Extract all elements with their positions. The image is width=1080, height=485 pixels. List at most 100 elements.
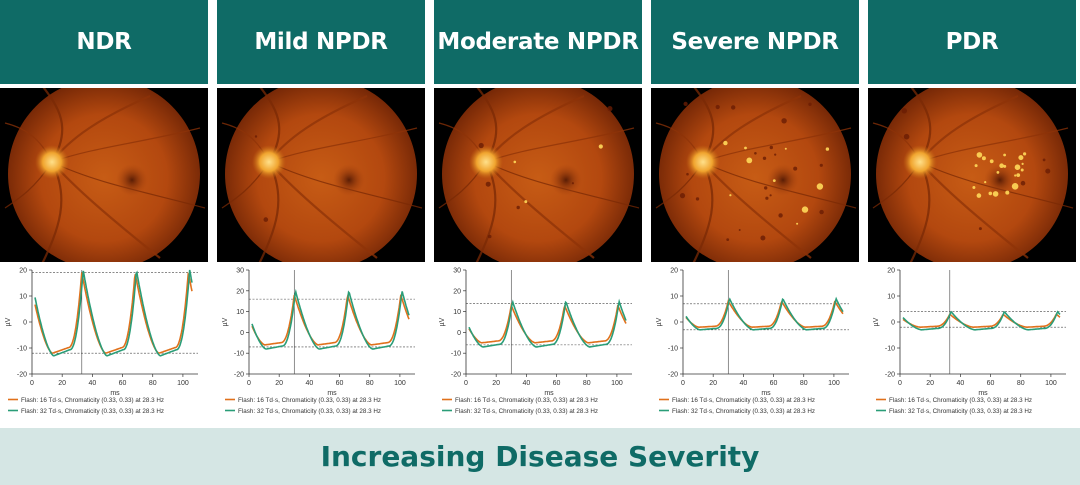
exudate: [729, 194, 732, 197]
hemorrhage: [715, 104, 720, 110]
exudate: [1003, 153, 1006, 157]
hemorrhage: [1042, 158, 1046, 162]
x-tick-label: 80: [1017, 380, 1025, 387]
exudate: [784, 147, 787, 150]
fundus-image: [4, 88, 206, 262]
panel-ndr: NDR -20 -10 0 10 20 0 20 40 60 80 100 µV ms Flash: 16…: [0, 0, 208, 426]
legend-label: Flash: 32 Td·s, Chromaticity (0.33, 0.33…: [672, 408, 815, 415]
hemorrhage: [726, 238, 730, 242]
legend-label: Flash: 32 Td·s, Chromaticity (0.33, 0.33…: [889, 408, 1032, 415]
erg-chart: -20 -10 0 10 20 0 20 40 60 80 100 µV ms Flash: 16 Td·…: [651, 262, 859, 426]
y-tick-label: 0: [240, 330, 244, 337]
exudate: [976, 193, 982, 198]
x-tick-label: 80: [366, 380, 374, 387]
erg-chart: -20 -10 0 10 20 30 0 20 40 60 80 100 µV ms Flash: 16 T…: [434, 262, 642, 426]
y-tick-label: 10: [887, 294, 895, 301]
fundus-photo: [651, 88, 859, 262]
exudate: [772, 179, 776, 182]
hemorrhage: [686, 172, 689, 176]
exudate: [1014, 164, 1021, 170]
exudate: [976, 152, 983, 158]
series-line-2: [251, 288, 410, 350]
erg-chart: -20 -10 0 10 20 0 20 40 60 80 100 µV ms Flash: 16 Td·…: [868, 262, 1076, 426]
exudate: [1016, 173, 1021, 177]
hemorrhage: [683, 101, 688, 106]
exudate: [598, 144, 603, 149]
x-tick-label: 40: [739, 380, 747, 387]
hemorrhage: [254, 135, 258, 138]
hemorrhage: [903, 133, 910, 140]
y-axis-label: µV: [222, 317, 229, 326]
y-tick-label: -10: [451, 351, 461, 358]
x-tick-label: 0: [681, 380, 685, 387]
hemorrhage: [781, 118, 787, 124]
exudate: [801, 206, 809, 213]
exudate: [989, 159, 994, 164]
y-tick-label: 30: [236, 268, 244, 275]
y-tick-label: -20: [885, 372, 895, 379]
retina: [225, 88, 417, 262]
x-tick-label: 0: [464, 380, 468, 387]
y-tick-label: 0: [674, 320, 678, 327]
panel-severe-npdr: Severe NPDR -20 -10 0 10 20 0 20 40 60 80 100 µV ms F…: [651, 0, 859, 426]
exudate: [1018, 155, 1024, 161]
exudate: [992, 191, 999, 197]
exudate: [1011, 183, 1019, 190]
x-tick-label: 40: [88, 380, 96, 387]
hemorrhage: [764, 186, 768, 190]
legend-label: Flash: 16 Td·s, Chromaticity (0.33, 0.33…: [672, 397, 815, 404]
legend-label: Flash: 32 Td·s, Chromaticity (0.33, 0.33…: [238, 408, 381, 415]
hemorrhage: [978, 227, 982, 231]
exudate: [996, 171, 1000, 174]
y-tick-label: -20: [451, 372, 461, 379]
hemorrhage: [695, 197, 700, 201]
hemorrhage: [762, 156, 767, 160]
macula: [550, 164, 582, 196]
y-tick-label: -20: [17, 372, 27, 379]
x-tick-label: 100: [394, 380, 406, 387]
optic-disc: [686, 145, 720, 179]
exudate: [513, 160, 517, 164]
macula: [116, 164, 148, 196]
x-axis-label: ms: [761, 390, 771, 397]
y-tick-label: 10: [670, 294, 678, 301]
fundus-image: [872, 88, 1074, 262]
hemorrhage: [1045, 168, 1051, 174]
severity-footer: Increasing Disease Severity: [0, 428, 1080, 485]
x-tick-label: 0: [898, 380, 902, 387]
exudate: [825, 147, 830, 151]
series-line-1: [34, 271, 193, 355]
exudate: [1023, 152, 1027, 156]
hemorrhage: [478, 142, 484, 149]
hemorrhage: [571, 182, 574, 185]
panel-title: Mild NPDR: [217, 0, 425, 84]
y-tick-label: -10: [234, 351, 244, 358]
x-axis-label: ms: [978, 390, 988, 397]
exudate: [744, 146, 747, 150]
hemorrhage: [516, 205, 520, 210]
hemorrhage: [1020, 180, 1026, 186]
optic-disc: [903, 145, 937, 179]
exudate: [816, 183, 824, 190]
x-tick-label: 20: [492, 380, 500, 387]
fundus-photo: [868, 88, 1076, 262]
macula: [984, 164, 1016, 196]
fundus-image: [221, 88, 423, 262]
panel-title: Severe NPDR: [651, 0, 859, 84]
x-axis-label: ms: [544, 390, 554, 397]
y-tick-label: -10: [17, 346, 27, 353]
series-line-2: [468, 298, 627, 348]
hemorrhage: [485, 181, 491, 187]
erg-chart: -20 -10 0 10 20 0 20 40 60 80 100 µV ms Flash: 16 Td·…: [0, 262, 208, 426]
y-tick-label: 10: [453, 309, 461, 316]
panel-pdr: PDR -20 -10 0 10 20 0 20 40 60 80 100 µV ms Flash: 16…: [868, 0, 1076, 426]
exudate: [1021, 162, 1024, 165]
y-tick-label: 20: [453, 288, 461, 295]
exudate: [972, 186, 976, 189]
exudate: [999, 163, 1004, 168]
exudate: [524, 200, 528, 204]
panel-title: Moderate NPDR: [434, 0, 642, 84]
